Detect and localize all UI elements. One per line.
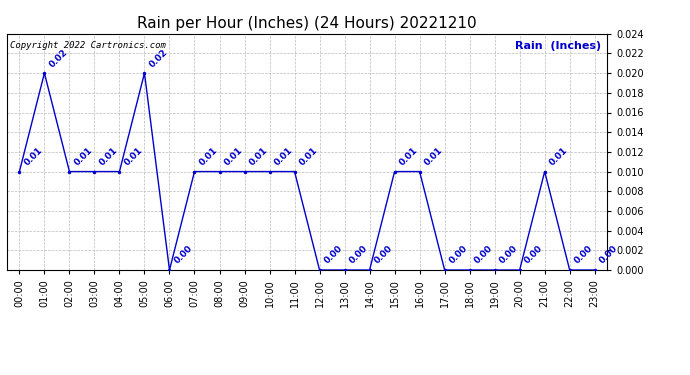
Text: 0.00: 0.00	[322, 244, 344, 266]
Text: Copyright 2022 Cartronics.com: Copyright 2022 Cartronics.com	[10, 41, 166, 50]
Text: 0.01: 0.01	[72, 146, 94, 167]
Text: 0.00: 0.00	[573, 244, 594, 266]
Text: Rain  (Inches): Rain (Inches)	[515, 41, 601, 51]
Text: 0.01: 0.01	[547, 146, 569, 167]
Text: 0.00: 0.00	[373, 244, 394, 266]
Text: 0.01: 0.01	[273, 146, 294, 167]
Text: 0.00: 0.00	[497, 244, 519, 266]
Title: Rain per Hour (Inches) (24 Hours) 20221210: Rain per Hour (Inches) (24 Hours) 202212…	[137, 16, 477, 31]
Text: 0.00: 0.00	[522, 244, 544, 266]
Text: 0.01: 0.01	[397, 146, 420, 167]
Text: 0.00: 0.00	[598, 244, 619, 266]
Text: 0.01: 0.01	[247, 146, 269, 167]
Text: 0.00: 0.00	[473, 244, 494, 266]
Text: 0.02: 0.02	[47, 47, 69, 69]
Text: 0.01: 0.01	[422, 146, 444, 167]
Text: 0.02: 0.02	[147, 47, 169, 69]
Text: 0.01: 0.01	[122, 146, 144, 167]
Text: 0.01: 0.01	[197, 146, 219, 167]
Text: 0.01: 0.01	[22, 146, 44, 167]
Text: 0.01: 0.01	[297, 146, 319, 167]
Text: 0.01: 0.01	[97, 146, 119, 167]
Text: 0.00: 0.00	[347, 244, 369, 266]
Text: 0.01: 0.01	[222, 146, 244, 167]
Text: 0.00: 0.00	[172, 244, 194, 266]
Text: 0.00: 0.00	[447, 244, 469, 266]
